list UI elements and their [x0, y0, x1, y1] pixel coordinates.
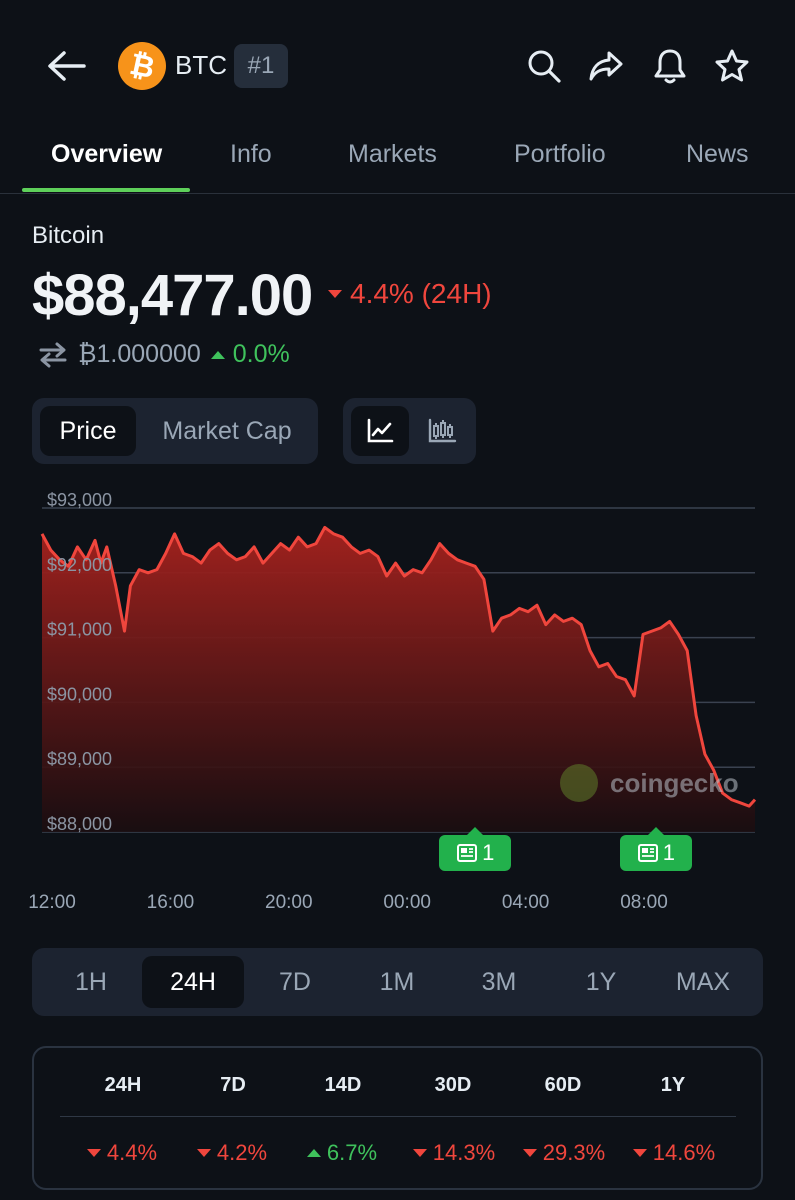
market-cap-toggle[interactable]: Market Cap [162, 416, 292, 445]
y-tick-label: $88,000 [47, 814, 112, 834]
btc-change: 0.0% [210, 340, 290, 369]
tab-info[interactable]: Info [230, 140, 272, 168]
chart-type-toggle [343, 398, 476, 464]
watermark-text: coingecko [610, 767, 739, 798]
bitcoin-logo: ₿ [118, 42, 166, 90]
y-tick-label: $89,000 [47, 749, 112, 769]
perf-divider [60, 1116, 736, 1117]
up-triangle-icon [306, 1149, 321, 1157]
line-chart-icon [367, 418, 394, 443]
current-price: $88,477.00 [32, 263, 313, 328]
arrow-left-icon [48, 51, 86, 81]
perf-value-14d: 6.7% [282, 1140, 402, 1166]
tab-markets[interactable]: Markets [348, 140, 437, 168]
range-1y[interactable]: 1Y [585, 967, 617, 996]
btc-value: ₿1.000000 [78, 340, 201, 368]
time-range-selector: 1H 24H 7D 1M 3M 1Y MAX [32, 948, 763, 1016]
price-line [40, 525, 757, 808]
performance-table: 24H 7D 14D 30D 60D 1Y 4.4% 4.2% 6.7% 14.… [32, 1046, 763, 1190]
price-change-24h: 4.4% (24H) [328, 278, 492, 310]
star-icon [715, 49, 749, 82]
active-tab-indicator [22, 188, 190, 192]
newspaper-icon [457, 844, 478, 862]
price-chart[interactable]: $93,000 $92,000 $91,000 $90,000 $89,000 $88,0… [0, 480, 795, 920]
tab-portfolio[interactable]: Portfolio [514, 140, 606, 168]
perf-value-60d: 29.3% [504, 1140, 624, 1166]
perf-header-14d: 14D [324, 1074, 362, 1096]
top-bar: ₿ BTC #1 [0, 0, 795, 130]
down-triangle-icon [328, 290, 342, 298]
newspaper-icon [637, 844, 658, 862]
alert-button[interactable] [650, 46, 690, 86]
tab-news[interactable]: News [686, 140, 749, 168]
tab-overview[interactable]: Overview [51, 140, 163, 168]
range-1m[interactable]: 1M [379, 967, 415, 996]
x-tick-label: 00:00 [383, 892, 431, 913]
x-tick-label: 08:00 [620, 892, 668, 913]
range-3m[interactable]: 3M [481, 967, 517, 996]
perf-value-24h: 4.4% [62, 1140, 182, 1166]
price-change-24h-value: 4.4% (24H) [350, 278, 492, 309]
down-triangle-icon [86, 1149, 101, 1157]
news-count: 1 [662, 840, 675, 865]
line-chart-toggle[interactable] [351, 406, 409, 456]
candlestick-icon [428, 418, 457, 443]
perf-value-7d: 4.2% [172, 1140, 292, 1166]
down-triangle-icon [412, 1149, 427, 1157]
perf-header-60d: 60D [544, 1074, 582, 1096]
back-button[interactable] [44, 46, 88, 86]
y-tick-label: $92,000 [47, 555, 112, 575]
coin-symbol: BTC [175, 50, 227, 80]
news-count: 1 [482, 840, 495, 865]
search-icon [528, 50, 561, 83]
down-triangle-icon [632, 1149, 647, 1157]
price-toggle[interactable]: Price [40, 406, 136, 456]
y-tick-label: $93,000 [47, 490, 112, 510]
up-triangle-icon [210, 350, 225, 359]
btc-change-value: 0.0% [232, 340, 290, 368]
coingecko-watermark: coingecko [560, 764, 739, 802]
price-chart-svg: $93,000 $92,000 $91,000 $90,000 $89,000 $88,0… [28, 490, 757, 913]
range-7d[interactable]: 7D [279, 967, 311, 996]
search-button[interactable] [524, 46, 564, 86]
news-marker[interactable]: 1 [619, 827, 692, 871]
gecko-logo-icon [560, 764, 598, 802]
y-tick-label: $90,000 [47, 684, 112, 704]
favorite-button[interactable] [712, 46, 752, 86]
x-tick-label: 04:00 [502, 892, 550, 913]
y-tick-label: $91,000 [47, 620, 112, 640]
tab-bar: Overview Info Markets Portfolio News [0, 130, 795, 194]
bell-icon [654, 49, 686, 84]
range-24h[interactable]: 24H [142, 956, 244, 1008]
perf-value-30d: 14.3% [394, 1140, 514, 1166]
share-button[interactable] [586, 46, 626, 86]
coin-name: Bitcoin [32, 222, 105, 249]
candlestick-toggle[interactable] [413, 406, 471, 456]
perf-value-1y: 14.6% [614, 1140, 734, 1166]
x-tick-label: 12:00 [28, 892, 76, 913]
down-triangle-icon [522, 1149, 537, 1157]
down-triangle-icon [196, 1149, 211, 1157]
price-area [42, 527, 755, 832]
range-max[interactable]: MAX [675, 967, 731, 996]
x-tick-label: 16:00 [147, 892, 195, 913]
btc-conversion-row: ₿1.000000 0.0% [38, 340, 290, 369]
perf-header-30d: 30D [434, 1074, 472, 1096]
metric-toggle: Price Market Cap [32, 398, 318, 464]
perf-header-24h: 24H [104, 1074, 142, 1096]
perf-header-7d: 7D [220, 1074, 246, 1096]
x-tick-label: 20:00 [265, 892, 313, 913]
perf-header-1y: 1Y [660, 1074, 686, 1096]
share-icon [589, 51, 623, 81]
range-1h[interactable]: 1H [75, 967, 107, 996]
swap-icon[interactable] [38, 341, 68, 369]
news-marker[interactable]: 1 [439, 827, 512, 871]
rank-badge: #1 [234, 44, 288, 88]
